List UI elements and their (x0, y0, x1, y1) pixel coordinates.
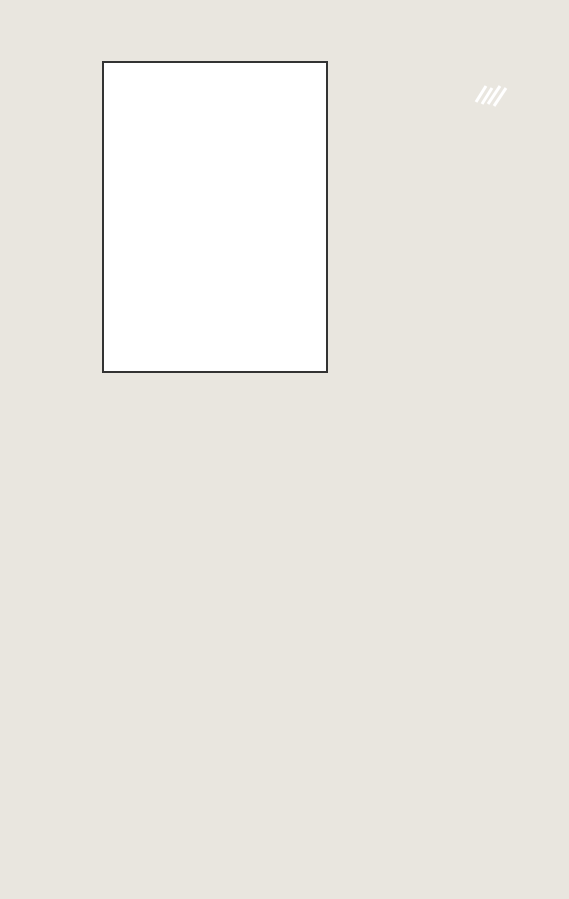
break-mark (474, 85, 508, 107)
annotation-box (102, 61, 328, 373)
